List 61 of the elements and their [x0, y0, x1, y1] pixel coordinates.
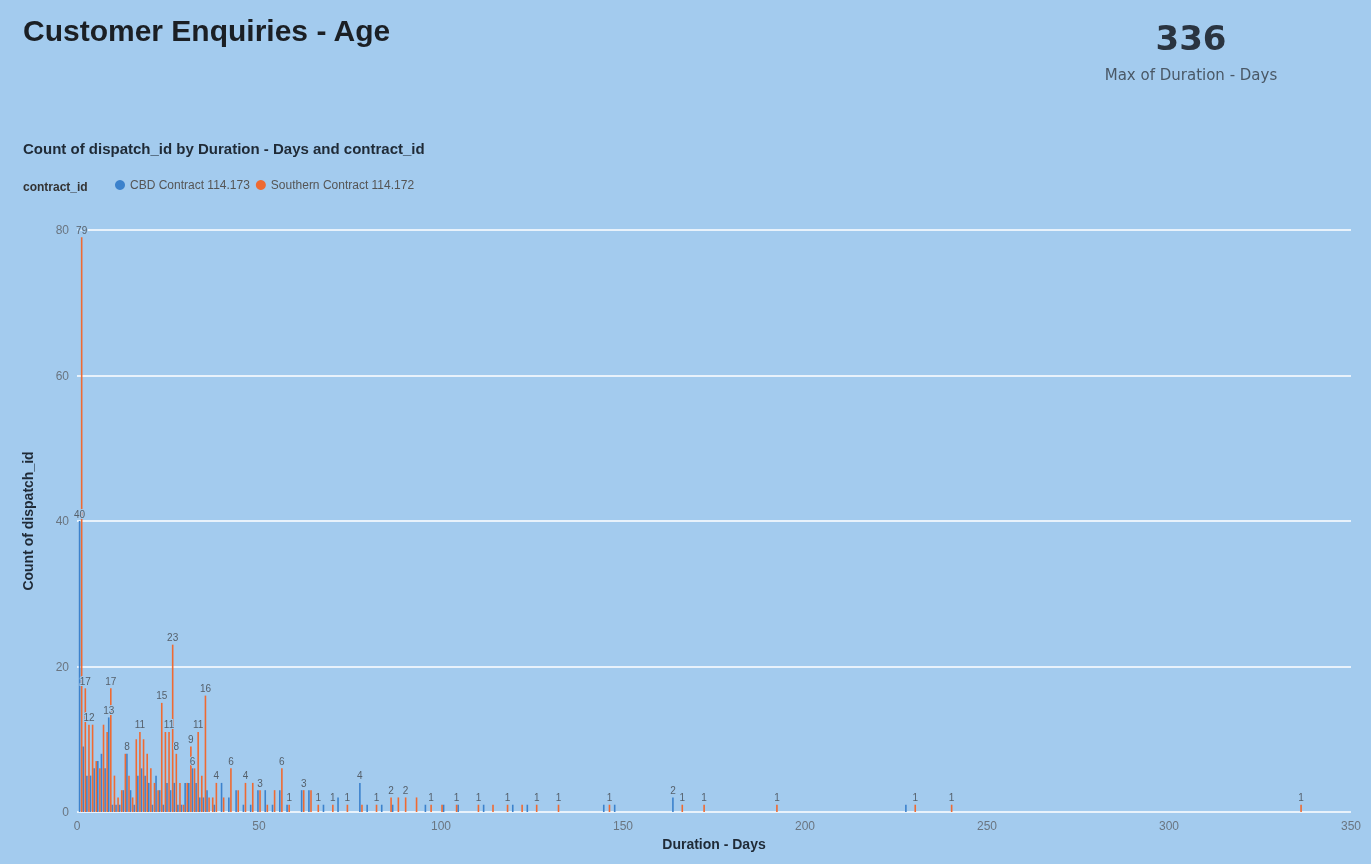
legend-label: CBD Contract 114.173	[130, 178, 251, 192]
data-label: 6	[279, 755, 286, 767]
y-tick-label: 80	[55, 223, 70, 237]
data-label: 1	[453, 792, 460, 804]
y-tick-label: 60	[55, 368, 70, 383]
text: 336	[1154, 18, 1228, 58]
data-label: 1	[679, 792, 686, 804]
data-label: 4	[357, 770, 364, 782]
x-tick-label: 300	[1158, 819, 1180, 833]
data-label: 11	[192, 719, 204, 731]
data-label: 11	[134, 719, 146, 731]
data-label: 79	[76, 224, 88, 236]
x-tick-label: 200	[794, 819, 816, 833]
x-tick-label: 0	[73, 819, 81, 833]
data-label: 15	[156, 690, 168, 702]
data-label: 1	[606, 792, 613, 804]
data-label: 16	[199, 683, 212, 695]
data-label: 1	[555, 792, 562, 804]
data-label: 1	[330, 792, 337, 804]
x-tick-label: 250	[976, 819, 998, 833]
x-axis-title: Duration - Days	[662, 835, 766, 852]
data-label: 1	[912, 792, 919, 804]
data-label: 1	[948, 792, 955, 804]
data-label: 1	[1298, 792, 1305, 804]
legend-label: Southern Contract 114.172	[270, 178, 415, 192]
data-label: 9	[188, 734, 195, 746]
data-label: 6	[228, 755, 235, 767]
text: Max of Duration - Days	[1103, 66, 1279, 84]
data-label: 1	[315, 792, 322, 804]
data-label: 4	[213, 770, 220, 782]
legend-title: contract_id	[23, 180, 88, 194]
data-label: 1	[286, 792, 293, 804]
data-label: 1	[344, 792, 351, 804]
y-tick-label: 20	[55, 659, 70, 674]
y-tick-label: 0	[62, 805, 70, 819]
data-label: 4	[242, 770, 249, 782]
data-label: 1	[533, 792, 540, 804]
data-label: 1	[373, 792, 380, 804]
x-tick-label: 50	[252, 819, 266, 833]
data-label: 1	[504, 792, 511, 804]
data-label: 8	[173, 741, 180, 753]
data-label: 6	[189, 755, 196, 767]
y-axis-title: Count of dispatch_id	[20, 451, 36, 591]
x-tick-label: 100	[430, 819, 452, 833]
data-label: 17	[105, 675, 117, 687]
data-label: 2	[402, 784, 409, 796]
data-label: 3	[257, 777, 264, 789]
data-label: 3	[300, 777, 307, 789]
data-label: 23	[167, 632, 179, 644]
x-tick-label: 150	[612, 819, 634, 833]
y-tick-label: 40	[55, 514, 70, 528]
data-label: 1	[428, 792, 435, 804]
data-label: 1	[475, 792, 482, 804]
chart-subtitle: Count of dispatch_id by Duration - Days and contract_id	[23, 140, 425, 157]
data-label: 2	[388, 784, 395, 796]
x-tick-label: 350	[1340, 819, 1362, 833]
data-label: 1	[774, 792, 781, 804]
data-label: 8	[124, 741, 131, 753]
chart-title: Customer Enquiries - Age	[23, 13, 391, 47]
data-label: 1	[701, 792, 708, 804]
data-label: 2	[670, 784, 677, 796]
